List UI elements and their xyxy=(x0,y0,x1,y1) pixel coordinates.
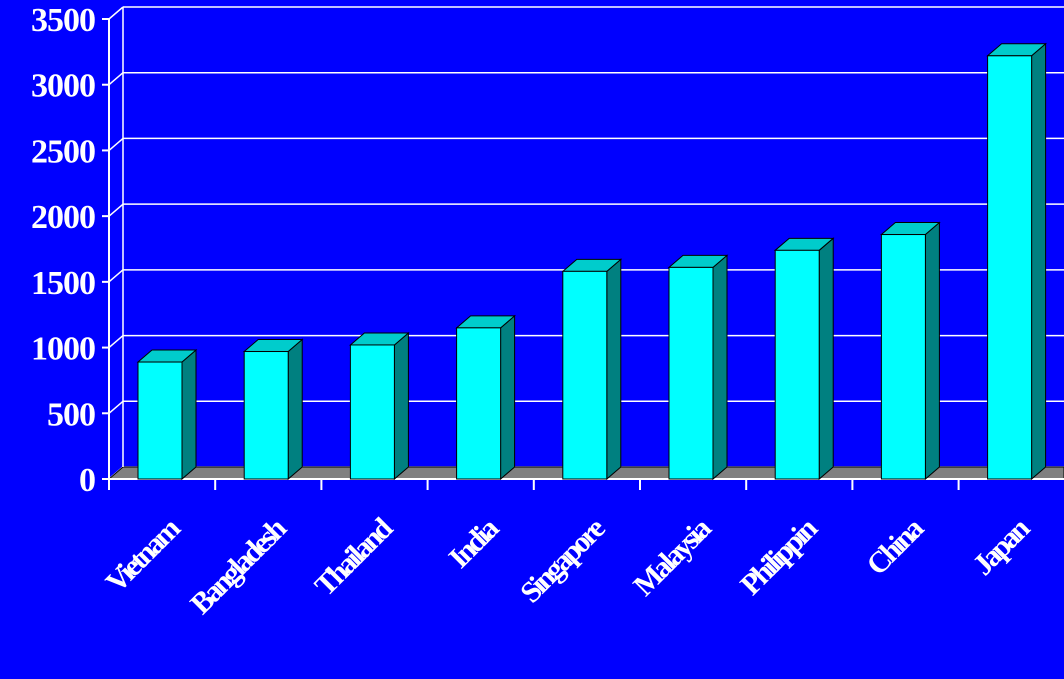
bar-malaysia xyxy=(667,254,729,481)
x-tick-label-philippin: Philippin xyxy=(734,511,824,601)
gridline-depth-500 xyxy=(108,400,124,414)
y-tick-label: 1500 xyxy=(31,265,95,302)
gridline-depth-2000 xyxy=(108,203,124,217)
x-tick-label-thailand: Thailand xyxy=(308,511,399,602)
bar-side-face xyxy=(287,338,303,481)
gridline-depth-1000 xyxy=(108,335,124,349)
bar-india xyxy=(455,314,516,481)
bar-side-face xyxy=(181,348,197,481)
bar-side-face xyxy=(1031,42,1047,481)
bar-vietnam xyxy=(136,348,198,481)
bar-side-face xyxy=(500,314,516,481)
bar-side-face xyxy=(924,221,940,481)
bar-front-face xyxy=(774,249,820,480)
x-tick-label-vietnam: Vietnam xyxy=(99,511,187,599)
bar-front-face xyxy=(456,327,502,480)
x-tick-label-singapore: Singapore xyxy=(514,512,612,610)
bar-front-face xyxy=(137,361,183,480)
bar-china xyxy=(880,221,941,481)
bars xyxy=(136,42,1047,481)
y-tick-label: 500 xyxy=(47,396,95,433)
bar-front-face xyxy=(562,270,608,480)
bar-side-face xyxy=(818,237,834,481)
y-tick-label: 3500 xyxy=(31,2,95,39)
bar-side-face xyxy=(712,254,728,481)
bar-bangladesh xyxy=(242,338,304,481)
x-tick-label-india: India xyxy=(442,512,505,575)
bar-singapore xyxy=(561,258,623,481)
bar-japan xyxy=(986,42,1047,481)
y-tick-label: 3000 xyxy=(31,68,95,105)
y-tick-label: 2000 xyxy=(31,199,95,236)
y-axis-tick-labels: 0 500 1000 1500 2000 2500 3000 3500 xyxy=(31,2,96,499)
bar-front-face xyxy=(349,344,395,480)
bar-front-face xyxy=(987,55,1033,480)
bar-side-face xyxy=(606,258,622,481)
bar-front-face xyxy=(668,266,714,480)
bar-thailand xyxy=(349,331,410,481)
x-tick-label-china: China xyxy=(860,511,930,581)
y-tick-label: 1000 xyxy=(31,331,95,368)
x-tick-label-japan: Japan xyxy=(966,511,1036,581)
bar-side-face xyxy=(393,331,409,481)
bar-philippin xyxy=(773,237,835,481)
bar-front-face xyxy=(243,351,289,480)
gridline-depth-3500 xyxy=(108,6,124,20)
y-tick-label: 0 xyxy=(79,462,95,499)
gridline-depth-2500 xyxy=(108,137,124,151)
gridline-depth-3000 xyxy=(108,72,124,86)
y-tick-label: 2500 xyxy=(31,133,95,170)
gridline-depth-1500 xyxy=(108,269,124,283)
x-tick-label-bangladesh: Bangladesh xyxy=(184,511,293,620)
x-axis-tick-labels: Vietnam Bangladesh Thailand India Singapore M… xyxy=(99,511,1036,620)
bar-front-face xyxy=(880,234,926,480)
x-tick-label-malaysia: Malaysia xyxy=(627,512,718,603)
